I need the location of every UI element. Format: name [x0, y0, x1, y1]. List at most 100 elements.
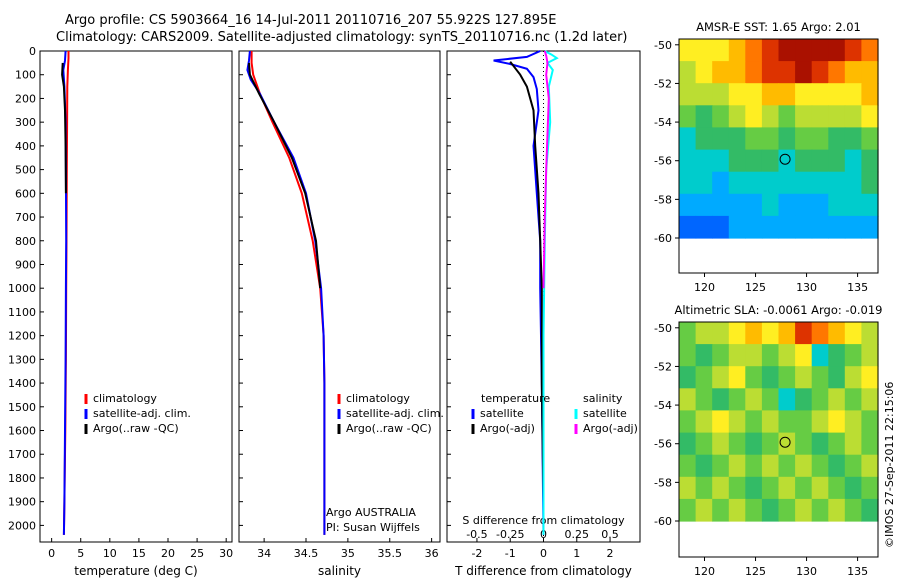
- difference-profile-right-legend-label-1: Argo(-adj): [583, 422, 638, 435]
- sla-map-cell: [811, 388, 829, 411]
- sla-map-cell: [844, 454, 862, 478]
- sla-map-cell: [712, 344, 730, 367]
- sst-map-cell: [761, 83, 780, 106]
- sst-map-cell: [761, 215, 780, 239]
- sst-map-cell: [761, 171, 780, 195]
- sst-map-cell: [795, 83, 813, 106]
- sst-map-cell: [828, 215, 846, 239]
- sst-map-cell: [712, 149, 730, 173]
- sla-map-ytick-label-0: -50: [654, 322, 672, 335]
- sst-map-cell: [828, 193, 846, 217]
- sla-map-cell: [795, 366, 813, 389]
- sst-map-cell: [728, 215, 746, 239]
- sst-map-cell: [811, 83, 829, 106]
- sla-map-cell: [861, 476, 879, 500]
- sst-map-cell: [745, 39, 763, 62]
- sla-map-ytick-label-5: -60: [654, 515, 672, 528]
- sla-map-cell: [811, 432, 829, 456]
- temperature-profile-ytick-label-0: 0: [29, 45, 36, 58]
- difference-profile-s-tick-label-4: 0.5: [601, 528, 619, 541]
- temperature-profile-ytick-label-5: 500: [15, 164, 36, 177]
- sla-map-title: Altimetric SLA: -0.0061 Argo: -0.019: [675, 303, 883, 317]
- salinity-panel-frame: [238, 50, 441, 543]
- sla-map-cell: [745, 322, 763, 345]
- sst-map-cell: [679, 171, 697, 195]
- sst-map-cell: [778, 215, 796, 239]
- sla-map-cell: [844, 366, 862, 389]
- temperature-xlabel: temperature (deg C): [74, 564, 197, 578]
- sst-map-cell: [761, 61, 780, 84]
- temperature-profile-xtick-label-0: 0: [48, 547, 55, 560]
- temperature-profile-ytick-label-8: 800: [15, 235, 36, 248]
- sla-map-cell: [712, 476, 730, 500]
- sla-map-cell: [861, 410, 879, 434]
- temperature-profile-ytick-label-17: 1700: [8, 448, 36, 461]
- temperature-profile-xtick-label-1: 5: [77, 547, 84, 560]
- sst-map-cell: [679, 215, 697, 239]
- sst-map-cell: [761, 149, 780, 173]
- sst-map-cell: [861, 193, 879, 217]
- sst-map-cell: [761, 193, 780, 217]
- temperature-profile-xtick-label-4: 20: [161, 547, 175, 560]
- sla-map-cell: [828, 344, 846, 367]
- sla-map-cell: [828, 498, 846, 522]
- sst-map-cell: [844, 39, 862, 62]
- sst-map-cell: [811, 215, 829, 239]
- sst-map-cell: [745, 61, 763, 84]
- sst-map-ytick-label-5: -60: [654, 232, 672, 245]
- sla-map-cell: [861, 366, 879, 389]
- sla-map-cell: [761, 322, 780, 345]
- temperature-profile-ytick-label-9: 900: [15, 258, 36, 271]
- sla-map-ytick-label-3: -56: [654, 438, 672, 451]
- temperature-panel-frame: [39, 50, 233, 543]
- sla-map-cell: [695, 454, 713, 478]
- sla-map-cell: [795, 432, 813, 456]
- sst-map-cell: [761, 105, 780, 128]
- sst-map-cell: [811, 127, 829, 151]
- sst-map-cell: [679, 39, 697, 62]
- sla-map-cell: [795, 410, 813, 434]
- sla-map-cell: [728, 454, 746, 478]
- sst-map-cell: [679, 105, 697, 128]
- sst-map-cell: [795, 149, 813, 173]
- sst-map-cell: [861, 39, 879, 62]
- sla-map-cell: [844, 410, 862, 434]
- sla-map-cell: [844, 432, 862, 456]
- sst-map-ytick-label-0: -50: [654, 39, 672, 52]
- difference-xlabel: T difference from climatology: [454, 564, 632, 578]
- sla-map-cell: [728, 498, 746, 522]
- sst-map-cell: [828, 105, 846, 128]
- sst-map-cell: [828, 39, 846, 62]
- sla-map-cell: [712, 388, 730, 411]
- sst-map-cell: [679, 83, 697, 106]
- sst-map-cell: [828, 171, 846, 195]
- sst-map-cell: [844, 83, 862, 106]
- sst-map-frame: [678, 38, 879, 274]
- sst-map-cell: [712, 83, 730, 106]
- temperature-profile-ytick-label-18: 1800: [8, 472, 36, 485]
- sla-map-cell: [778, 498, 796, 522]
- temperature-profile-series-satellite-adj-clim-: [62, 50, 68, 535]
- difference-profile-left-legend-label-1: Argo(-adj): [480, 422, 535, 435]
- sla-map-cell: [712, 322, 730, 345]
- sla-map-cell: [778, 366, 796, 389]
- sst-map-ytick-label-1: -52: [654, 77, 672, 90]
- sst-map-cell: [844, 105, 862, 128]
- sla-map-cell: [844, 476, 862, 500]
- difference-profile-xtick-label-0: -2: [471, 547, 482, 560]
- sst-map-cell: [695, 193, 713, 217]
- sst-map-cell: [795, 61, 813, 84]
- sla-map-cell: [828, 454, 846, 478]
- sla-map-cell: [679, 388, 697, 411]
- sst-map-float-marker: [779, 153, 791, 165]
- sla-map-cell: [679, 498, 697, 522]
- sst-map-cell: [795, 215, 813, 239]
- difference-profile-s-tick-label-1: -0.25: [496, 528, 524, 541]
- sst-map-xtick-label-0: 120: [694, 281, 715, 294]
- sla-map-cell: [844, 344, 862, 367]
- sla-map-cell: [811, 344, 829, 367]
- sla-map-cell: [761, 476, 780, 500]
- sst-map-cell: [795, 193, 813, 217]
- sst-map-cell: [795, 105, 813, 128]
- sst-map-xtick-label-2: 130: [796, 281, 817, 294]
